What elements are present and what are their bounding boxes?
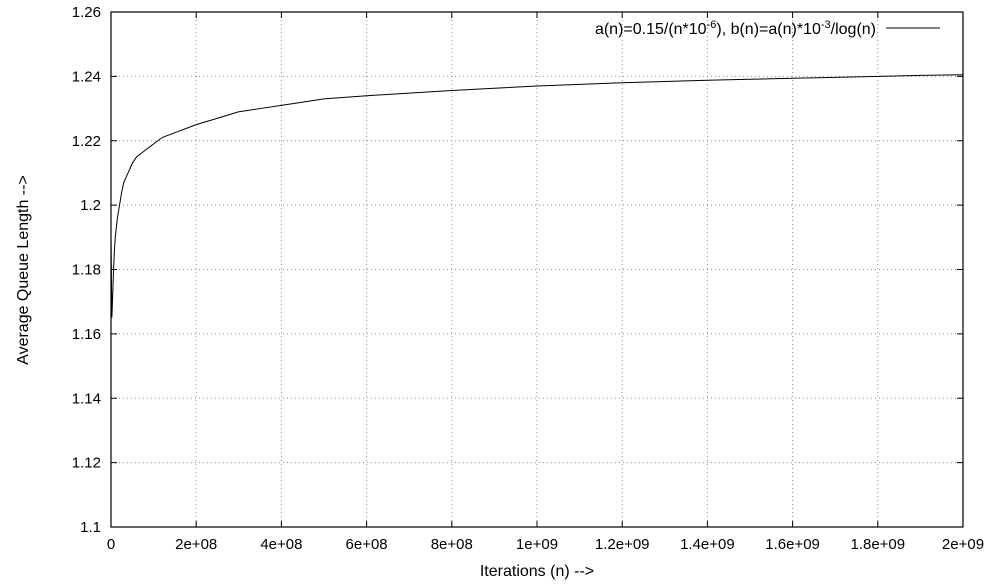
legend-label: a(n)=0.15/(n*10-6), b(n)=a(n)*10-3/log(n… — [595, 19, 876, 38]
series-layer — [110, 74, 964, 318]
x-tick-label: 1e+09 — [516, 536, 558, 553]
x-tick-label: 2e+08 — [175, 536, 217, 553]
grid-layer — [111, 12, 963, 527]
y-tick-label: 1.1 — [80, 519, 101, 536]
x-tick-label: 4e+08 — [260, 536, 302, 553]
legend-a-prefix: a(n)=0.15/(n*10 — [595, 21, 707, 38]
y-tick-label: 1.26 — [72, 4, 101, 21]
x-tick-label: 8e+08 — [431, 536, 473, 553]
x-axis-title: Iterations (n) --> — [480, 563, 594, 580]
x-tick-label: 1.2e+09 — [595, 536, 650, 553]
x-tick-label: 2e+09 — [942, 536, 984, 553]
legend-b-exponent: -3 — [821, 19, 831, 31]
legend-b-suffix: /log(n) — [831, 21, 876, 38]
x-tick-label: 1.6e+09 — [765, 536, 820, 553]
x-tick-label: 0 — [107, 536, 115, 553]
y-tick-label: 1.14 — [72, 390, 101, 407]
legend-a-exponent: -6 — [707, 19, 717, 31]
y-axis-title: Average Queue Length --> — [15, 175, 32, 365]
ticks-layer: 0 2e+08 4e+08 6e+08 8e+08 1e+09 1.2e+09 1.4e+09… — [72, 4, 984, 553]
x-tick-label: 6e+08 — [346, 536, 388, 553]
y-tick-label: 1.2 — [80, 197, 101, 214]
y-tick-label: 1.24 — [72, 68, 101, 85]
y-tick-label: 1.12 — [72, 455, 101, 472]
legend: a(n)=0.15/(n*10-6), b(n)=a(n)*10-3/log(n… — [595, 19, 940, 38]
y-tick-label: 1.22 — [72, 133, 101, 150]
plot-frame — [110, 11, 964, 528]
x-tick-label: 1.4e+09 — [680, 536, 735, 553]
series-line — [110, 74, 964, 318]
y-tick-label: 1.18 — [72, 262, 101, 279]
x-tick-label: 1.8e+09 — [850, 536, 905, 553]
y-tick-label: 1.16 — [72, 326, 101, 343]
legend-b-prefix: ), b(n)=a(n)*10 — [716, 21, 821, 38]
